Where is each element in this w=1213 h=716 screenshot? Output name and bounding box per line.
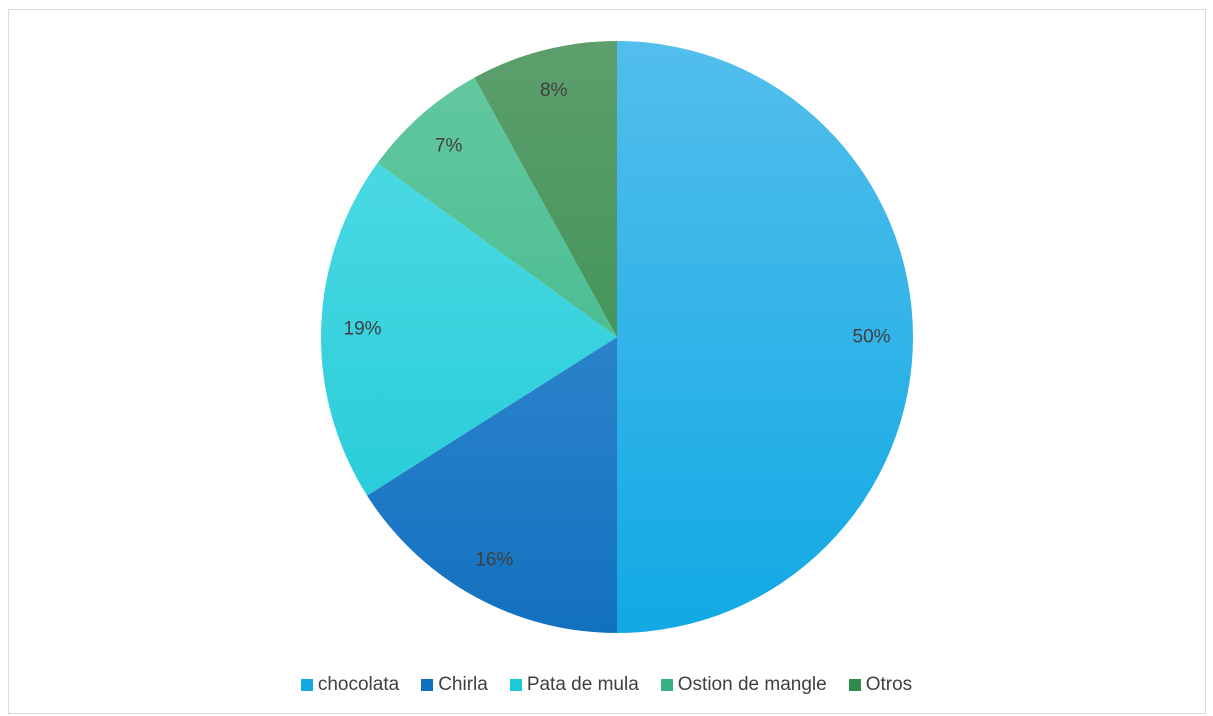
data-label-otros: 8%: [540, 80, 568, 101]
data-label-ostion-de-mangle: 7%: [435, 136, 463, 157]
legend-item-pata-de-mula[interactable]: Pata de mula: [509, 674, 639, 696]
legend-label: Pata de mula: [526, 674, 639, 695]
legend-label: Chirla: [438, 674, 488, 695]
pie-slice-pata-de-mula[interactable]: [321, 163, 617, 496]
legend-swatch: [509, 679, 522, 691]
pie-slice-chirla[interactable]: [367, 337, 617, 633]
pie-slices: [321, 41, 913, 633]
legend-item-chirla[interactable]: Chirla: [421, 674, 488, 696]
legend-swatch: [421, 679, 434, 691]
legend-item-ostion-de-mangle[interactable]: Ostion de mangle: [660, 674, 827, 696]
legend-item-otros[interactable]: Otros: [848, 674, 913, 696]
data-label-chirla: 16%: [475, 550, 513, 571]
legend: chocolata Chirla Pata de mula Ostion de man…: [0, 674, 1213, 696]
data-label-chocolata: 50%: [853, 327, 891, 348]
legend-swatch: [300, 679, 313, 691]
legend-label: chocolata: [317, 674, 400, 695]
data-label-pata-de-mula: 19%: [344, 319, 382, 340]
pie-slice-otros[interactable]: [474, 41, 617, 337]
pie-slice-ostion-de-mangle[interactable]: [377, 77, 617, 337]
legend-label: Otros: [865, 674, 913, 695]
legend-item-chocolata[interactable]: chocolata: [300, 674, 400, 696]
legend-label: Ostion de mangle: [677, 674, 827, 695]
pie-slice-chocolata[interactable]: [617, 41, 913, 633]
pie-data-labels: 50% 16% 19% 7% 8%: [344, 80, 891, 571]
legend-swatch: [848, 679, 861, 691]
legend-swatch: [660, 679, 673, 691]
